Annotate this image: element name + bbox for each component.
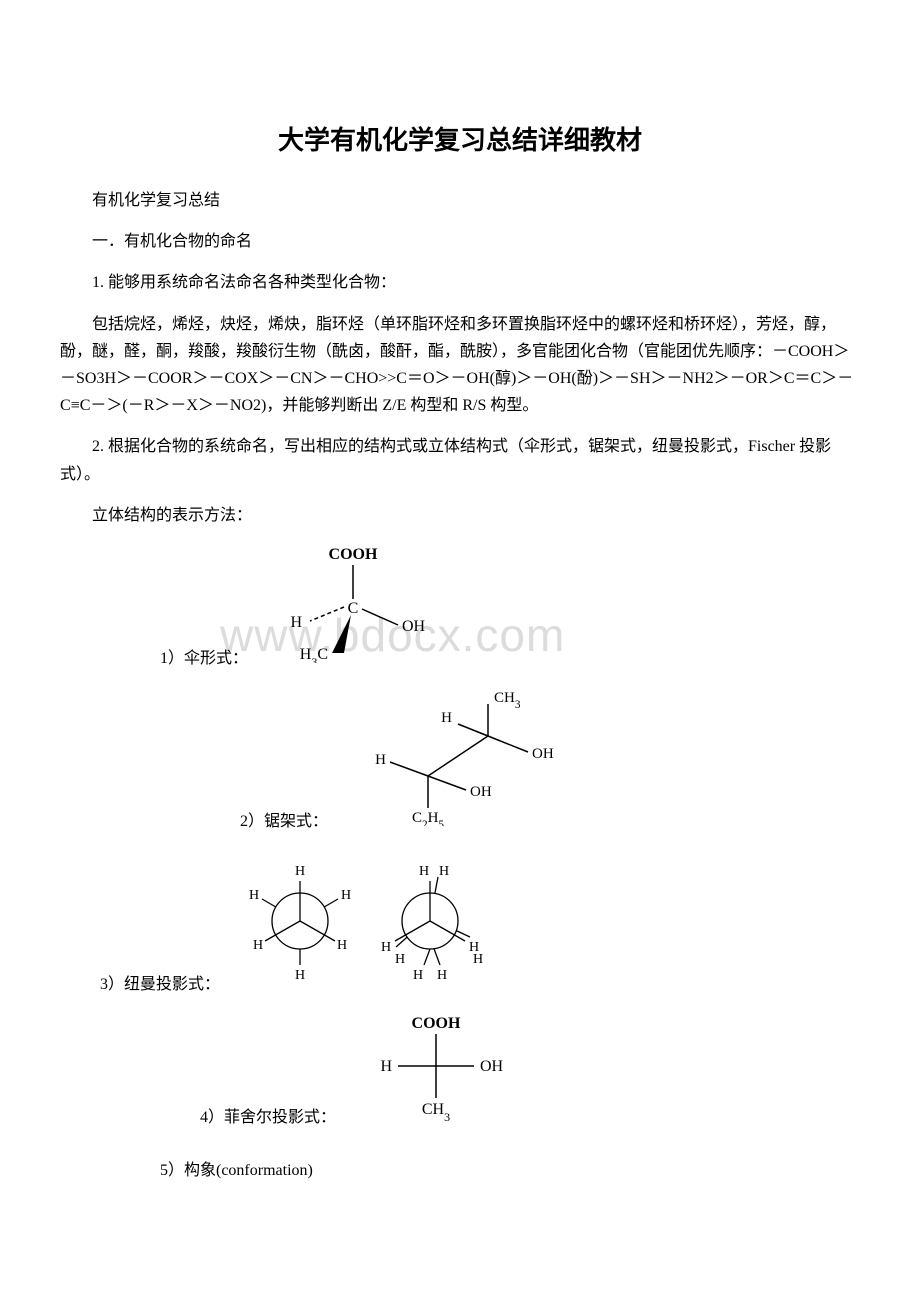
section-heading-1: 一．有机化合物的命名 — [60, 228, 860, 255]
d1-wedge: H3C — [300, 646, 328, 663]
page-title: 大学有机化学复习总结详细教材 — [60, 120, 860, 157]
figure-1-row: 1）伞形式： COOH C H OH H3C — [60, 543, 860, 668]
figure-4-fischer: COOH H OH CH3 — [346, 1012, 526, 1127]
n2-h1: H — [419, 864, 429, 879]
figure-3-newman: H H H H H H H — [230, 849, 520, 994]
paragraph-1-1: 1. 能够用系统命名法命名各种类型化合物： — [60, 269, 860, 296]
n1-h3: H — [337, 938, 347, 953]
n2-h2: H — [381, 940, 391, 955]
figure-3-label: 3）纽曼投影式： — [60, 970, 230, 994]
n2-h7: H — [413, 968, 423, 983]
figure-4-label: 4）菲舍尔投影式： — [60, 1103, 346, 1127]
figure-4-row: 4）菲舍尔投影式： COOH H OH CH3 — [60, 1012, 860, 1127]
figure-3-row: 3）纽曼投影式： H H H H H — [60, 849, 860, 994]
paragraph-methods-heading: 立体结构的表示方法： — [60, 502, 860, 529]
n1-h6: H — [295, 968, 305, 983]
paragraph-1-1-body: 包括烷烃，烯烃，炔烃，烯炔，脂环烃（单环脂环烃和多环置换脂环烃中的螺环烃和桥环烃… — [60, 311, 860, 420]
d1-right: OH — [402, 618, 426, 635]
n2-h8: H — [437, 968, 447, 983]
figure-2-label: 2）锯架式： — [60, 807, 338, 831]
d1-top: COOH — [329, 546, 378, 563]
n2-h6: H — [473, 952, 483, 967]
paragraph-intro: 有机化学复习总结 — [60, 187, 860, 214]
n2-h4: H — [439, 864, 449, 879]
n2-h5: H — [395, 952, 405, 967]
d4-right: OH — [480, 1058, 504, 1075]
figure-1-label: 1）伞形式： — [60, 644, 258, 668]
d2-h2: H — [375, 752, 386, 768]
d4-left: H — [380, 1058, 392, 1075]
n1-h2: H — [253, 938, 263, 953]
d4-top: COOH — [412, 1015, 461, 1032]
paragraph-1-2: 2. 根据化合物的系统命名，写出相应的结构式或立体结构式（伞形式，锯架式，纽曼投… — [60, 433, 860, 487]
d2-oh2: OH — [470, 784, 492, 800]
d1-center: C — [348, 600, 359, 617]
figure-2-row: 2）锯架式： CH3 OH H H OH C2H5 — [60, 686, 860, 831]
d2-h1: H — [441, 710, 452, 726]
figure-1-wedge-dash: COOH C H OH H3C — [258, 543, 448, 668]
item-5-conformation: 5）构象(conformation) — [60, 1157, 860, 1184]
n1-h1: H — [295, 864, 305, 879]
n1-h4: H — [341, 888, 351, 903]
d2-ch3: CH3 — [494, 690, 521, 711]
document-content: 大学有机化学复习总结详细教材 有机化学复习总结 一．有机化合物的命名 1. 能够… — [60, 120, 860, 1184]
d2-c2h5: C2H5 — [412, 810, 444, 826]
d1-dash: H — [290, 614, 302, 631]
n1-h5: H — [249, 888, 259, 903]
d2-oh1: OH — [532, 746, 554, 762]
figure-2-sawhorse: CH3 OH H H OH C2H5 — [338, 686, 568, 831]
d4-bottom: CH3 — [422, 1101, 450, 1122]
